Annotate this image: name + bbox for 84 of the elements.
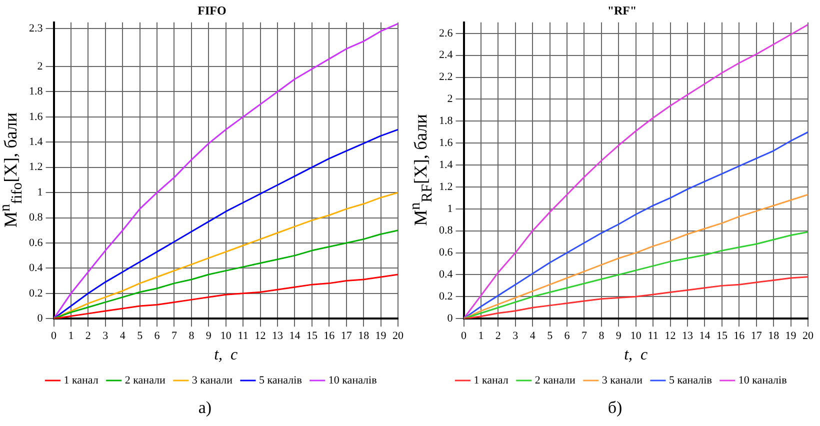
y-tick-label: 0 — [37, 312, 44, 324]
x-tick-label: 16 — [734, 330, 746, 342]
x-tick-label: 10 — [630, 330, 642, 342]
y-tick-label: 0.6 — [439, 246, 454, 259]
x-tick-label: 2 — [85, 330, 91, 342]
legend-label: 1 канал — [474, 374, 509, 386]
x-tick-label: 0 — [461, 330, 467, 342]
chart-title: "RF" — [607, 3, 637, 18]
legend-label: 3 канали — [192, 374, 233, 386]
x-tick-label: 3 — [512, 330, 519, 342]
x-tick-label: 13 — [272, 330, 284, 342]
y-tick-label: 1.6 — [29, 110, 44, 123]
x-tick-label: 9 — [206, 330, 212, 342]
legend-label: 2 канали — [534, 374, 576, 386]
x-tick-label: 14 — [289, 330, 301, 342]
x-tick-label: 4 — [120, 330, 126, 342]
y-tick-label: 0.8 — [439, 224, 454, 237]
text: б) — [606, 398, 624, 418]
y-tick-label: 0.2 — [29, 287, 43, 300]
x-tick-label: 18 — [358, 330, 370, 342]
x-axis-title: t, c — [214, 346, 238, 364]
x-tick-label: 19 — [375, 330, 387, 342]
x-tick-label: 1 — [478, 330, 484, 342]
x-axis-title: t, c — [624, 346, 648, 364]
y-tick-label: 0.8 — [29, 212, 44, 224]
y-tick-label: 1.6 — [439, 136, 454, 149]
legend-label: 5 каналів — [258, 374, 302, 386]
chart-title: FIFO — [198, 3, 226, 18]
x-tick-label: 20 — [802, 330, 814, 342]
x-tick-label: 14 — [699, 330, 711, 342]
y-tick-label: 2.3 — [29, 22, 44, 35]
y-tick-label: 0.2 — [439, 290, 453, 303]
y-tick-label: 2 — [37, 60, 43, 72]
y-tick-label: 0 — [447, 312, 454, 324]
y-tick-label: 1.2 — [29, 161, 43, 174]
y-tick-label: 1.2 — [439, 180, 453, 193]
x-tick-label: 2 — [495, 330, 501, 342]
y-tick-label: 1.8 — [439, 115, 454, 128]
x-tick-label: 6 — [564, 330, 570, 342]
y-tick-label: 1 — [447, 202, 453, 215]
y-tick-label: 2.4 — [439, 49, 454, 62]
x-tick-label: 11 — [238, 330, 248, 342]
y-tick-label: 2 — [447, 93, 453, 106]
y-tick-label: 1 — [37, 186, 43, 198]
x-tick-label: 3 — [102, 330, 109, 342]
legend-label: 10 каналів — [738, 374, 787, 386]
y-tick-label: 1.4 — [439, 158, 454, 171]
x-tick-label: 11 — [648, 330, 658, 342]
x-tick-label: 7 — [581, 330, 588, 342]
x-tick-label: 17 — [750, 330, 762, 342]
y-tick-label: 1.8 — [29, 86, 44, 98]
legend-label: 10 каналів — [328, 374, 377, 386]
x-tick-label: 8 — [598, 330, 605, 342]
y-tick-label: 1.4 — [29, 136, 44, 148]
x-tick-label: 15 — [716, 330, 728, 342]
x-tick-label: 17 — [340, 330, 352, 342]
x-tick-label: 13 — [682, 330, 694, 342]
x-tick-label: 1 — [68, 330, 74, 342]
x-tick-label: 18 — [768, 330, 780, 342]
legend-label: 2 канали — [124, 374, 166, 386]
x-tick-label: 6 — [154, 330, 160, 342]
x-tick-label: 5 — [137, 330, 144, 342]
y-tick-label: 0.4 — [29, 262, 44, 274]
x-tick-label: 4 — [530, 330, 536, 342]
x-tick-label: 12 — [664, 330, 676, 342]
y-tick-label: 0.4 — [439, 268, 454, 281]
x-tick-label: 15 — [306, 330, 318, 342]
x-tick-label: 10 — [220, 330, 232, 342]
x-tick-label: 20 — [392, 330, 404, 342]
legend-label: 5 каналів — [668, 374, 712, 386]
x-tick-label: 5 — [547, 330, 554, 342]
x-tick-label: 8 — [188, 330, 195, 342]
legend-label: 1 канал — [64, 374, 99, 386]
y-tick-label: 0.6 — [29, 236, 44, 249]
text: а) — [197, 398, 213, 418]
legend-label: 3 канали — [602, 374, 643, 386]
y-tick-label: 2.2 — [439, 71, 453, 84]
x-tick-label: 12 — [254, 330, 266, 342]
y-tick-label: 2.6 — [439, 27, 454, 40]
x-tick-label: 9 — [616, 330, 622, 342]
x-tick-label: 7 — [171, 330, 178, 342]
x-tick-label: 19 — [785, 330, 797, 342]
x-tick-label: 0 — [51, 330, 57, 342]
x-tick-label: 16 — [324, 330, 336, 342]
